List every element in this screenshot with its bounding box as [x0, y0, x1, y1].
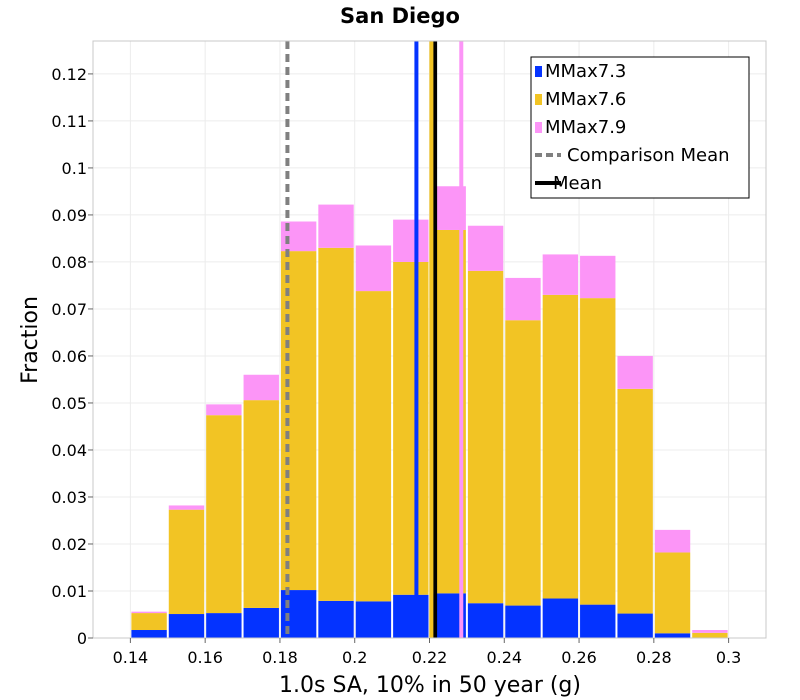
bar-mmax7-6-bin-1	[131, 613, 167, 631]
bar-mmax7-6-bin-15	[654, 552, 691, 634]
y-tick-label: 0.02	[51, 535, 87, 554]
bar-mmax7-9-bin-13	[580, 255, 616, 299]
y-ticks: 0 0.01 0.02 0.03 0.04 0.05 0.06 0.07 0.08 0.09 0.1…	[51, 65, 93, 648]
bar-mmax7-3-bin-10	[467, 603, 504, 638]
bar-mmax7-9-bin-14	[617, 355, 653, 389]
bar-mmax7-9-bin-16	[692, 630, 728, 633]
x-tick-label: 0.28	[636, 648, 672, 667]
bar-mmax7-3-bin-1	[131, 630, 167, 638]
y-tick-label: 0	[77, 629, 87, 648]
chart-title: San Diego	[340, 4, 460, 28]
x-tick-label: 0.16	[187, 648, 223, 667]
legend: MMax7.3 MMax7.6 MMax7.9 Comparison Mean Mean	[530, 56, 750, 199]
y-tick-label: 0.05	[51, 394, 87, 413]
legend-swatch-mmax7-3	[535, 66, 542, 77]
bar-mmax7-3-bin-13	[580, 604, 616, 638]
legend-swatch-mmax7-9	[535, 122, 542, 133]
legend-label-mmax7-3: MMax7.3	[545, 61, 626, 82]
bar-mmax7-3-bin-4	[243, 607, 279, 638]
bar-mmax7-3-bin-12	[542, 598, 579, 638]
x-tick-label: 0.14	[113, 648, 149, 667]
bar-mmax7-3-bin-14	[617, 613, 653, 638]
bar-mmax7-3-bin-2	[168, 614, 205, 638]
bar-mmax7-6-bin-16	[692, 632, 728, 638]
bar-mmax7-6-bin-6	[318, 247, 354, 601]
bar-mmax7-6-bin-8	[393, 261, 429, 595]
bar-mmax7-6-bin-14	[617, 388, 653, 614]
bar-mmax7-6-bin-12	[542, 294, 579, 599]
bar-mmax7-9-bin-3	[206, 404, 242, 416]
bar-mmax7-6-bin-7	[355, 291, 392, 602]
y-tick-label: 0.11	[51, 112, 87, 131]
bar-mmax7-9-bin-7	[355, 245, 392, 292]
bar-mmax7-6-bin-3	[206, 415, 242, 614]
bar-mmax7-9-bin-10	[467, 225, 504, 271]
legend-label-mean: Mean	[553, 173, 602, 194]
y-tick-label: 0.06	[51, 347, 87, 366]
legend-label-mmax7-9: MMax7.9	[545, 117, 626, 138]
legend-label-mmax7-6: MMax7.6	[545, 89, 626, 110]
bar-mmax7-9-bin-15	[654, 529, 691, 553]
mean-lines	[285, 41, 464, 638]
legend-label-comparison-mean: Comparison Mean	[567, 145, 730, 166]
x-ticks: 0.14 0.16 0.18 0.2 0.22 0.24 0.26 0.28 0.3	[113, 638, 741, 667]
x-tick-label: 0.24	[486, 648, 522, 667]
x-tick-label: 0.3	[716, 648, 741, 667]
bar-mmax7-9-bin-12	[542, 254, 579, 295]
y-tick-label: 0.09	[51, 206, 87, 225]
bar-mmax7-6-bin-2	[168, 509, 205, 615]
bar-mmax7-6-bin-13	[580, 298, 616, 605]
y-tick-label: 0.03	[51, 488, 87, 507]
bar-mmax7-3-bin-3	[206, 613, 242, 638]
x-tick-label: 0.18	[262, 648, 298, 667]
legend-swatch-mmax7-6	[535, 94, 542, 105]
x-tick-label: 0.26	[561, 648, 597, 667]
x-tick-label: 0.2	[342, 648, 367, 667]
bar-mmax7-6-bin-4	[243, 400, 279, 608]
bar-mmax7-3-bin-7	[355, 601, 392, 638]
bar-mmax7-6-bin-11	[505, 320, 541, 606]
bar-mmax7-3-bin-15	[654, 633, 691, 638]
x-axis-label: 1.0s SA, 10% in 50 year (g)	[279, 673, 581, 698]
y-tick-label: 0.12	[51, 65, 87, 84]
y-tick-label: 0.08	[51, 253, 87, 272]
bar-mmax7-3-bin-6	[318, 600, 354, 638]
bar-mmax7-9-bin-1	[131, 611, 167, 614]
bar-mmax7-6-bin-10	[467, 270, 504, 604]
bar-mmax7-9-bin-11	[505, 277, 541, 321]
bar-mmax7-3-bin-11	[505, 605, 541, 638]
y-axis-label: Fraction	[18, 296, 43, 384]
y-tick-label: 0.04	[51, 441, 87, 460]
bar-mmax7-3-bin-8	[393, 594, 429, 638]
bar-mmax7-9-bin-2	[168, 505, 205, 510]
legend-box	[530, 56, 750, 199]
x-tick-label: 0.22	[412, 648, 448, 667]
y-tick-label: 0.1	[62, 159, 87, 178]
y-tick-label: 0.01	[51, 582, 87, 601]
bar-mmax7-9-bin-4	[243, 374, 279, 401]
y-tick-label: 0.07	[51, 300, 87, 319]
bar-mmax7-9-bin-8	[393, 219, 429, 262]
bar-mmax7-9-bin-6	[318, 204, 354, 248]
